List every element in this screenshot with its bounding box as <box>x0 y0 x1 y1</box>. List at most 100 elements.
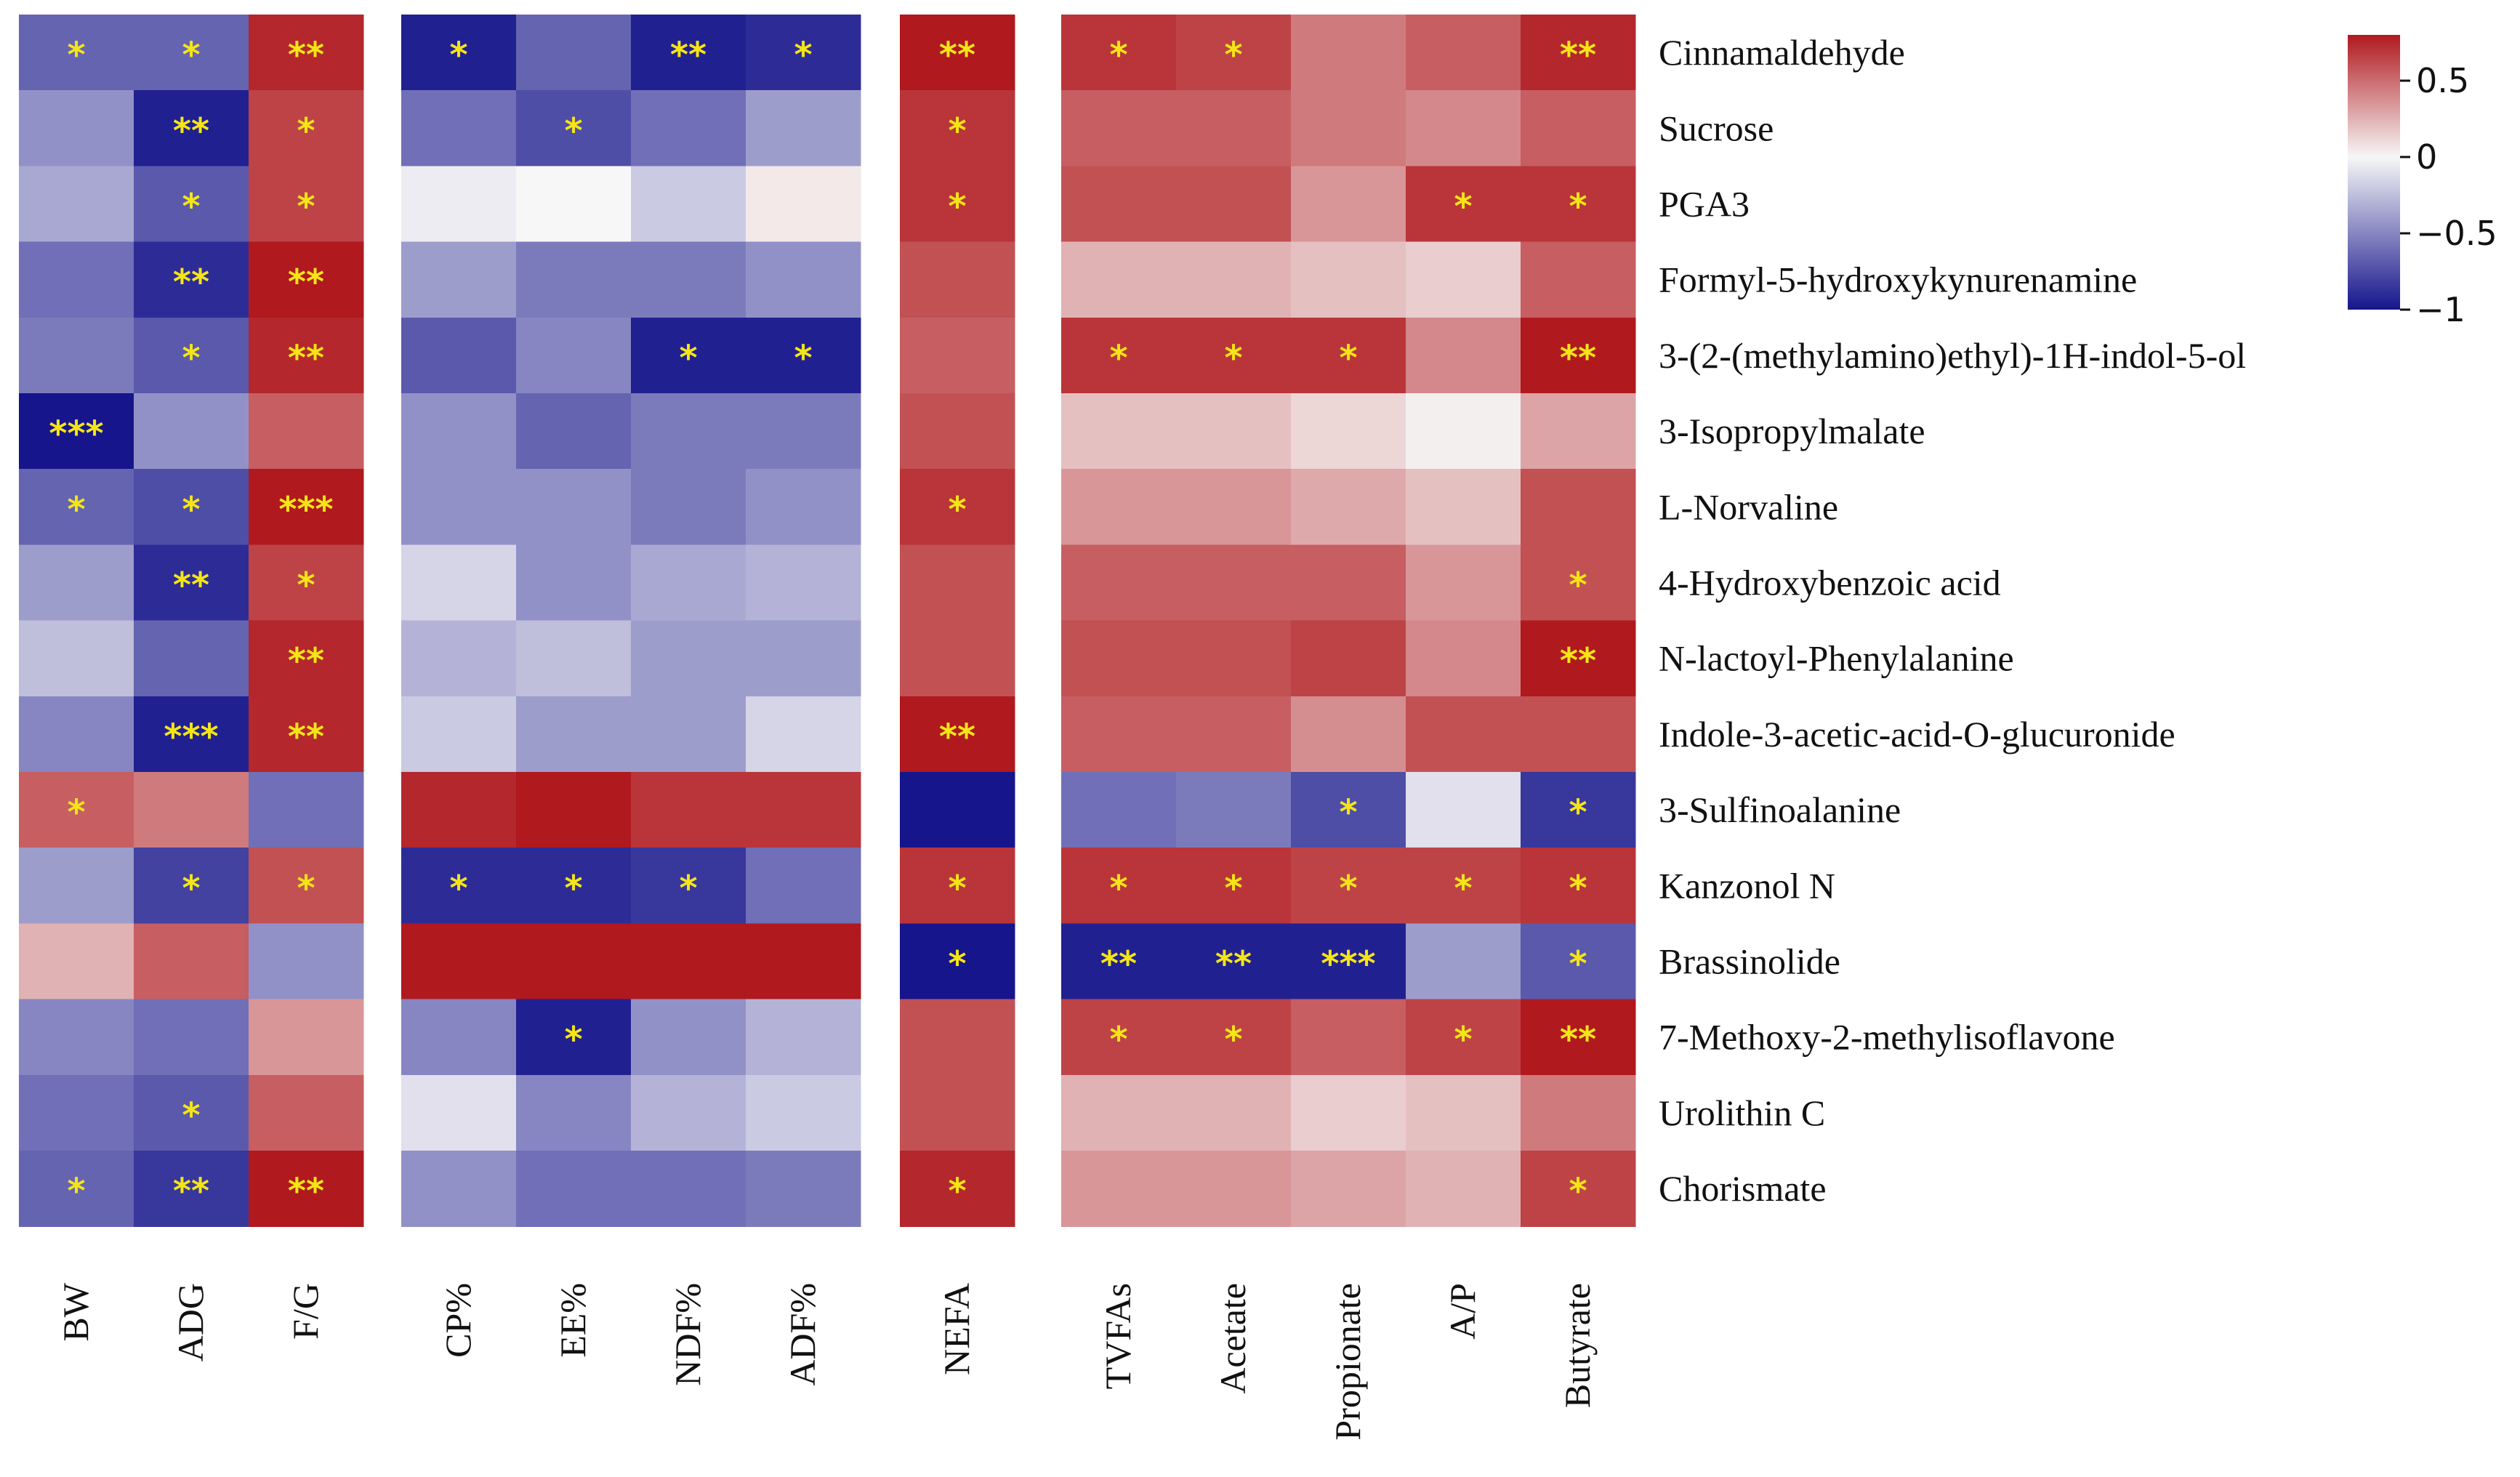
significance-star: * <box>1224 868 1242 909</box>
heatmap-cell <box>631 15 746 91</box>
heatmap-cell <box>249 620 364 697</box>
heatmap-cell <box>1061 241 1177 318</box>
heatmap-cell <box>1406 544 1521 621</box>
heatmap-cell <box>900 90 1015 166</box>
significance-star: * <box>948 944 966 985</box>
heatmap-cell <box>134 393 249 470</box>
significance-star: *** <box>164 717 218 757</box>
heatmap-cell <box>516 241 632 318</box>
heatmap-cell <box>631 1151 746 1227</box>
significance-star: * <box>297 566 315 606</box>
heatmap-cell <box>401 469 517 545</box>
color-scale-tick-label: −0.5 <box>2416 214 2497 253</box>
heatmap-cell <box>134 90 249 166</box>
heatmap-cell <box>631 90 746 166</box>
heatmap-cell <box>1176 393 1292 470</box>
heatmap-cell <box>1291 317 1406 394</box>
heatmap-cell <box>1521 544 1636 621</box>
heatmap-cell <box>1521 923 1636 1000</box>
significance-star: ** <box>288 262 324 303</box>
significance-star: * <box>679 338 697 379</box>
significance-star: * <box>1109 338 1127 379</box>
heatmap-cell <box>1291 999 1406 1076</box>
heatmap-cell <box>1176 1074 1292 1151</box>
significance-star: * <box>564 1020 582 1061</box>
row-label: 3-Sulfinoalanine <box>1659 789 1901 830</box>
heatmap-cell <box>900 1074 1015 1151</box>
heatmap-cell <box>401 620 517 697</box>
heatmap-cell <box>134 317 249 394</box>
heatmap-cell <box>1061 999 1177 1076</box>
heatmap-cell <box>1176 696 1292 773</box>
heatmap-cell <box>1291 544 1406 621</box>
heatmap-cell <box>900 469 1015 545</box>
heatmap-cell <box>516 1151 632 1227</box>
heatmap-cell <box>516 923 632 1000</box>
heatmap-cell <box>746 166 861 243</box>
column-labels: BW ADG F/G CP% EE% NDF% ADF% NEFA TVFAs Acetate Pr… <box>55 1282 1598 1440</box>
significance-star: * <box>1454 187 1472 228</box>
heatmap-cell <box>1406 696 1521 773</box>
significance-star: * <box>1569 944 1587 985</box>
significance-star: * <box>67 489 85 530</box>
significance-star: * <box>948 868 966 909</box>
heatmap-cell <box>631 848 746 924</box>
heatmap-cell <box>1406 772 1521 848</box>
significance-star: * <box>182 35 200 76</box>
significance-star: * <box>948 1171 966 1212</box>
significance-star: ** <box>1560 1020 1596 1061</box>
column-label: ADF% <box>782 1283 823 1386</box>
heatmap-cell <box>1061 696 1177 773</box>
significance-star: ** <box>288 717 324 757</box>
heatmap-cell <box>631 620 746 697</box>
column-label: CP% <box>438 1283 478 1358</box>
column-label: EE% <box>552 1283 593 1358</box>
heatmap-cell <box>900 393 1015 470</box>
heatmap-cell <box>746 848 861 924</box>
significance-star: * <box>1224 338 1242 379</box>
heatmap-cell <box>900 848 1015 924</box>
significance-star: *** <box>49 414 103 454</box>
heatmap-cell <box>19 317 134 394</box>
heatmap-cell <box>1406 999 1521 1076</box>
heatmap-cell <box>19 848 134 924</box>
heatmap-cell <box>19 999 134 1076</box>
significance-star: ** <box>1100 944 1137 985</box>
heatmap-cell <box>746 1074 861 1151</box>
heatmap-cell <box>249 469 364 545</box>
row-label: Chorismate <box>1659 1168 1827 1209</box>
heatmap-cell <box>516 1074 632 1151</box>
heatmap-cell <box>746 696 861 773</box>
heatmap-cell <box>1521 317 1636 394</box>
significance-star: * <box>449 868 467 909</box>
heatmap-cell <box>900 241 1015 318</box>
significance-star: * <box>449 35 467 76</box>
heatmap-cell <box>134 620 249 697</box>
significance-star: * <box>1454 1020 1472 1061</box>
heatmap-cell <box>631 166 746 243</box>
heatmap-cell <box>134 848 249 924</box>
heatmap-cell <box>1061 15 1177 91</box>
heatmap-cell <box>1521 1074 1636 1151</box>
heatmap-cell <box>1521 393 1636 470</box>
heatmap-cell <box>631 544 746 621</box>
heatmap-cell <box>401 999 517 1076</box>
significance-star: * <box>297 868 315 909</box>
heatmap-cell <box>1061 544 1177 621</box>
heatmap-cell <box>1176 999 1292 1076</box>
heatmap-cell <box>134 544 249 621</box>
heatmap-cell <box>401 317 517 394</box>
heatmap-cell <box>1061 469 1177 545</box>
heatmap-cell <box>1291 1151 1406 1227</box>
significance-star: * <box>1569 792 1587 833</box>
significance-star: * <box>182 489 200 530</box>
heatmap-cell <box>631 999 746 1076</box>
significance-star: * <box>794 338 812 379</box>
heatmap-cell <box>1291 241 1406 318</box>
heatmap-cell <box>1291 15 1406 91</box>
heatmap-cells <box>19 15 1636 1227</box>
heatmap-cell <box>1061 317 1177 394</box>
heatmap-cell <box>516 166 632 243</box>
heatmap-cell <box>900 544 1015 621</box>
heatmap-cell <box>401 90 517 166</box>
